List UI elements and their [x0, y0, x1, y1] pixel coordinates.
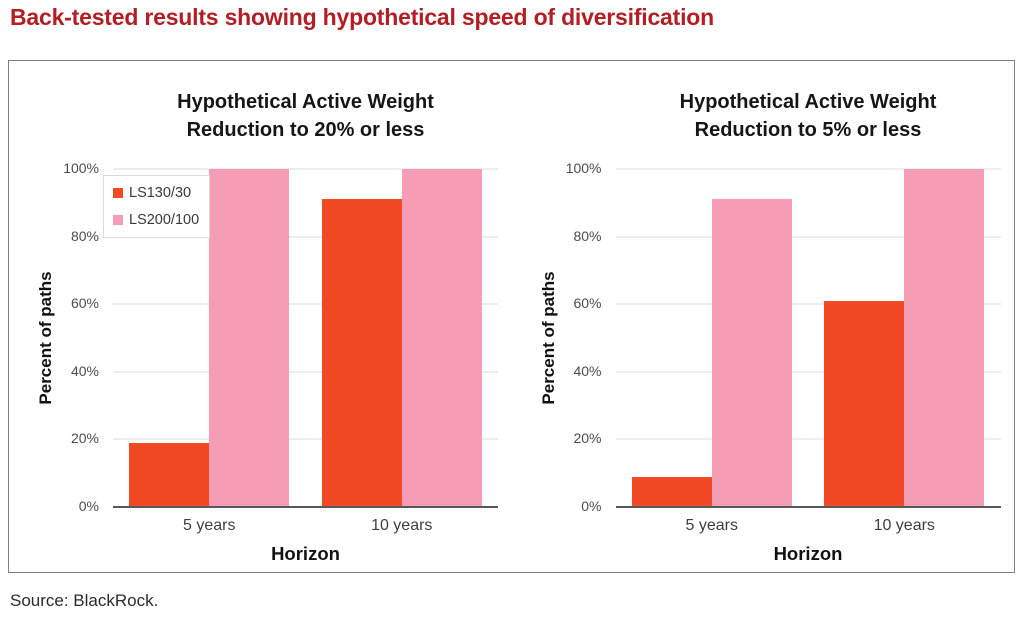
gridline	[113, 370, 498, 373]
gridline	[113, 235, 498, 238]
x-tick-label: 5 years	[685, 517, 738, 534]
chart-title: Hypothetical Active Weight Reduction to …	[177, 91, 434, 141]
legend-item: LS200/100	[113, 212, 199, 228]
legend-swatch	[113, 188, 123, 198]
legend-swatch	[113, 215, 123, 225]
page-title: Back-tested results showing hypothetical…	[10, 4, 714, 30]
legend-item: LS130/30	[113, 185, 199, 201]
bar-ls130-30	[631, 476, 712, 507]
plot-area	[615, 168, 1001, 508]
bar-ls130-30	[824, 300, 905, 507]
x-tick-label: 10 years	[873, 517, 935, 534]
gridline	[615, 303, 1001, 306]
gridline	[113, 168, 498, 170]
y-tick-label: 0%	[78, 498, 99, 514]
gridline	[615, 370, 1001, 373]
gridline	[113, 303, 498, 306]
y-tick-label: 80%	[70, 227, 99, 244]
plot-area	[113, 168, 498, 508]
legend-label: LS130/30	[129, 185, 192, 201]
y-axis-title: Percent of paths	[538, 271, 558, 405]
y-tick-label: 80%	[573, 227, 602, 244]
gridline	[615, 168, 1001, 170]
chart-panel: Hypothetical Active Weight Reduction to …	[8, 60, 1015, 573]
x-axis-title: Horizon	[773, 543, 843, 564]
y-tick-label: 0%	[581, 498, 602, 514]
chart-left: Hypothetical Active Weight Reduction to …	[9, 61, 512, 572]
bar-ls200-100	[711, 199, 792, 507]
gridline	[113, 438, 498, 441]
x-tick-label: 5 years	[183, 517, 236, 534]
y-tick-label: 40%	[70, 362, 99, 379]
bar-ls200-100	[904, 169, 985, 507]
source-note: Source: BlackRock.	[10, 591, 159, 610]
bar-ls200-100	[209, 169, 290, 507]
y-tick-label: 20%	[70, 430, 99, 447]
y-tick-label: 20%	[573, 430, 602, 447]
y-tick-label: 60%	[573, 295, 602, 312]
legend: LS130/30 LS200/100	[103, 175, 211, 238]
x-axis-line	[615, 506, 1001, 508]
chart-title: Hypothetical Active Weight Reduction to …	[679, 91, 937, 141]
x-tick-label: 10 years	[371, 517, 433, 534]
y-axis-title: Percent of paths	[36, 271, 55, 405]
y-tick-label: 100%	[63, 160, 99, 176]
gridline	[615, 235, 1001, 238]
y-tick-label: 40%	[573, 362, 602, 379]
gridline	[615, 438, 1001, 441]
x-axis-line	[113, 506, 498, 508]
chart-right: Hypothetical Active Weight Reduction to …	[512, 61, 1015, 572]
bar-ls130-30	[129, 442, 210, 507]
y-tick-label: 60%	[70, 295, 99, 312]
y-tick-label: 100%	[565, 160, 602, 176]
bar-ls200-100	[401, 169, 482, 507]
bar-ls130-30	[321, 199, 402, 507]
legend-label: LS200/100	[129, 212, 200, 228]
x-axis-title: Horizon	[271, 543, 340, 564]
